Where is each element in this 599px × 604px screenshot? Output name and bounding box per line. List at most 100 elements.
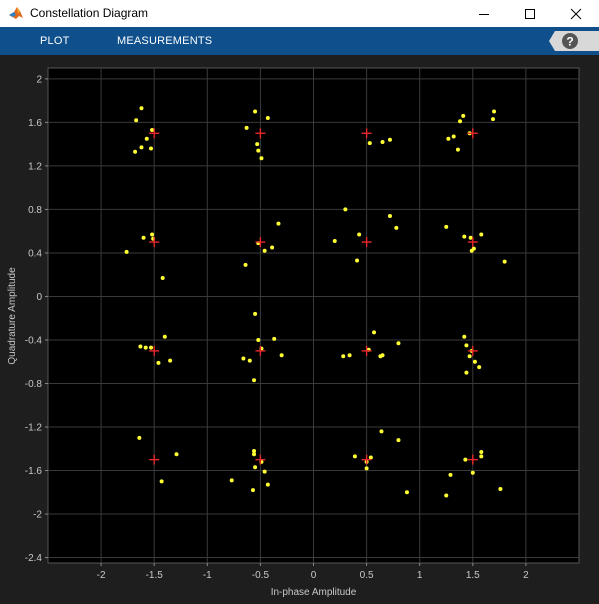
received-symbol-point xyxy=(276,221,281,226)
x-tick-label: 0.5 xyxy=(360,570,374,581)
received-symbol-point xyxy=(367,141,372,146)
received-symbol-point xyxy=(479,232,484,237)
received-symbol-point xyxy=(159,479,164,484)
received-symbol-point xyxy=(471,246,476,251)
minimize-icon xyxy=(479,13,489,15)
received-symbol-point xyxy=(462,334,467,339)
received-symbol-point xyxy=(256,148,261,153)
tab-plot[interactable]: PLOT xyxy=(40,35,70,47)
received-symbol-point xyxy=(372,330,377,335)
received-symbol-point xyxy=(396,438,401,443)
received-symbol-point xyxy=(137,435,142,440)
x-tick-label: 1 xyxy=(417,570,423,581)
received-symbol-point xyxy=(265,116,270,121)
y-tick-label: -2.4 xyxy=(25,553,43,564)
x-tick-label: -0.5 xyxy=(252,570,270,581)
x-tick-labels: -2 -1.5 -1 -0.5 0 0.5 1 1.5 2 xyxy=(97,570,529,581)
help-button[interactable]: ? xyxy=(545,27,599,55)
received-symbol-point xyxy=(379,429,384,434)
received-symbol-point xyxy=(394,225,399,230)
reference-constellation-point xyxy=(361,454,372,465)
reference-constellation-point xyxy=(467,345,478,356)
received-symbol-point xyxy=(272,336,277,341)
reference-constellation-point xyxy=(255,237,266,248)
received-symbol-point xyxy=(498,487,503,492)
help-icon: ? xyxy=(566,35,573,49)
maximize-button[interactable] xyxy=(507,0,553,27)
received-symbol-point xyxy=(144,136,149,141)
received-symbol-point xyxy=(134,118,139,123)
received-symbol-point xyxy=(247,358,252,363)
received-symbol-point xyxy=(357,232,362,237)
received-symbol-point xyxy=(364,466,369,471)
y-tick-label: -1.6 xyxy=(25,466,43,477)
received-symbol-point xyxy=(241,356,246,361)
received-symbol-point xyxy=(464,343,469,348)
received-symbol-point xyxy=(462,234,467,239)
received-symbol-point xyxy=(252,452,257,457)
plot-canvas: 2 1.6 1.2 0.8 0.4 0 -0.4 -0.8 -1.2 -1.6 -2 -2.4 -2-… xyxy=(0,55,599,604)
received-symbol-point xyxy=(341,354,346,359)
received-symbol-point xyxy=(464,370,469,375)
y-tick-label: 1.2 xyxy=(28,161,42,172)
reference-constellation-point xyxy=(149,237,160,248)
reference-constellation-point xyxy=(255,128,266,139)
received-symbol-point xyxy=(139,106,144,111)
received-symbol-point xyxy=(262,248,267,253)
reference-constellation-point xyxy=(361,128,372,139)
help-tab-icon: ? xyxy=(549,31,599,51)
constellation-plot[interactable]: 21.61.20.80.40-0.4-0.8-1.2-1.6-2-2.4 -2-… xyxy=(0,55,599,604)
close-button[interactable] xyxy=(553,0,599,27)
received-symbol-point xyxy=(396,341,401,346)
received-symbol-point xyxy=(343,207,348,212)
received-symbol-point xyxy=(255,142,260,147)
received-symbol-point xyxy=(380,139,385,144)
received-symbol-point xyxy=(141,235,146,240)
received-symbol-point xyxy=(502,259,507,264)
matlab-logo-icon xyxy=(9,7,23,19)
received-symbol-point xyxy=(461,113,466,118)
received-symbol-point xyxy=(259,156,264,161)
received-symbol-point xyxy=(150,232,155,237)
received-symbol-point xyxy=(253,109,258,114)
y-tick-label: 2 xyxy=(36,74,42,85)
received-symbol-point xyxy=(253,311,258,316)
reference-constellation-point xyxy=(361,345,372,356)
y-tick-label: 0.4 xyxy=(28,248,42,259)
minimize-button[interactable] xyxy=(461,0,507,27)
received-symbol-point xyxy=(168,358,173,363)
received-symbol-point xyxy=(156,360,161,365)
y-tick-label: -2 xyxy=(33,510,42,521)
x-axis-label: In-phase Amplitude xyxy=(271,587,357,598)
x-tick-label: 1.5 xyxy=(466,570,480,581)
received-symbol-point xyxy=(160,275,165,280)
received-symbol-point xyxy=(150,128,155,133)
received-symbol-point xyxy=(243,262,248,267)
received-symbol-point xyxy=(138,344,143,349)
reference-constellation-point xyxy=(149,128,160,139)
received-symbol-point xyxy=(479,450,484,455)
close-icon xyxy=(570,8,582,19)
reference-constellation-point xyxy=(361,237,372,248)
y-tick-label: -0.4 xyxy=(25,335,43,346)
received-symbol-point xyxy=(387,213,392,218)
received-symbol-point xyxy=(404,490,409,495)
reference-constellation-point xyxy=(467,237,478,248)
tab-measurements[interactable]: MEASUREMENTS xyxy=(117,35,213,47)
received-symbol-point xyxy=(133,149,138,154)
maximize-icon xyxy=(525,8,535,19)
received-points xyxy=(124,106,507,498)
reference-constellation-point xyxy=(255,345,266,356)
received-symbol-point xyxy=(490,117,495,122)
x-tick-label: -1 xyxy=(203,570,212,581)
received-symbol-point xyxy=(472,359,477,364)
received-symbol-point xyxy=(244,125,249,130)
received-symbol-point xyxy=(149,146,154,151)
reference-constellation-point xyxy=(467,128,478,139)
received-symbol-point xyxy=(352,454,357,459)
received-symbol-point xyxy=(455,147,460,152)
received-symbol-point xyxy=(149,345,154,350)
received-symbol-point xyxy=(270,245,275,250)
x-tick-label: 0 xyxy=(311,570,317,581)
received-symbol-point xyxy=(380,353,385,358)
